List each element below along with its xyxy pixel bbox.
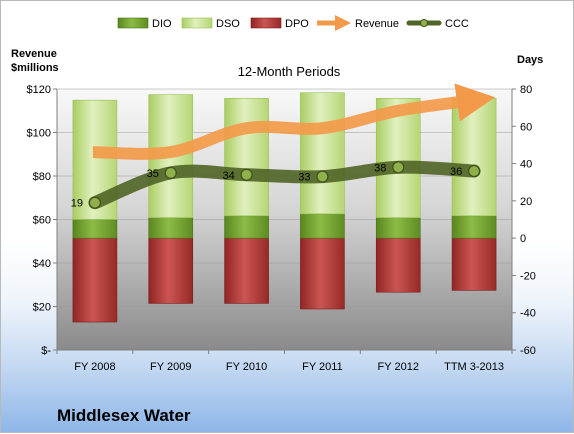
x-tick-label: FY 2011 [302,361,343,373]
bar-dpo [224,237,269,304]
right-axis: -60 -40 -20 0 20 40 60 80 [511,84,536,357]
bar-dio [300,213,345,239]
legend-item-dso: DSO [181,17,240,30]
legend-item-dpo: DPO [250,17,309,30]
left-tick-label: $60 [33,215,51,227]
ccc-point [392,161,405,174]
legend-label: DPO [285,18,309,30]
legend-swatch [250,17,282,29]
x-tick-label: FY 2008 [74,361,115,373]
bar-dio [72,219,118,239]
x-tick-label: FY 2009 [150,361,191,373]
revenue-line [92,83,496,160]
left-tick-label: $120 [27,84,51,96]
ccc-point [164,166,177,179]
lines-group [88,83,496,210]
ccc-point [467,164,481,178]
ccc-data-label: 19 [71,198,83,210]
right-tick-label: 80 [520,84,532,96]
ccc-point [240,168,253,181]
ccc-point [88,196,102,209]
left-tick-label: $40 [33,258,51,270]
legend-swatch [117,17,149,29]
bar-dpo [300,237,345,310]
company-name: Middlesex Water [57,406,191,425]
left-tick-label: $80 [33,171,51,183]
bar-dpo [375,237,421,293]
right-axis-title: Days [517,54,543,66]
bar-dso [300,92,345,215]
right-tick-label: -20 [520,270,536,282]
left-axis-title: Revenue $millions [11,48,60,74]
legend-label: Revenue [355,18,399,30]
x-tick-label: TTM 3-2013 [444,361,504,373]
legend-label: DSO [216,18,240,30]
x-tick-label: FY 2010 [226,361,267,373]
left-tick-label: $100 [27,128,51,140]
right-tick-label: 60 [520,121,532,133]
ccc-data-label: 35 [147,168,159,180]
ccc-data-label: 36 [450,166,462,178]
left-axis: $- $20 $40 $60 $80 $100 $120 [27,84,58,357]
bars-group [72,92,497,323]
legend-item-ccc: CCC [406,18,469,30]
left-tick-label: $20 [33,302,51,314]
bar-dpo [148,237,194,304]
legend-swatch [181,17,213,29]
ccc-data-label: 38 [374,162,386,174]
legend-label: DIO [152,18,172,30]
legend: DIO DSO DPO Revenue CCC [117,14,469,32]
bar-dio [451,215,497,239]
bar-dio [148,217,194,239]
bar-dio [224,215,269,239]
legend-label: CCC [445,18,469,30]
bar-dio [375,217,421,239]
bar-dpo [451,237,497,291]
x-tick-label: FY 2012 [378,361,419,373]
right-tick-label: -60 [520,345,536,357]
right-tick-label: -40 [520,308,536,320]
legend-marker [420,19,428,27]
legend-item-revenue: Revenue [317,14,399,32]
bar-dso [451,98,497,217]
right-tick-label: 40 [520,159,532,171]
chart-title: 12-Month Periods [238,64,341,79]
right-tick-label: 20 [520,196,532,208]
legend-item-dio: DIO [117,17,172,30]
ccc-point [316,170,329,183]
ccc-data-label: 34 [222,170,234,182]
x-axis: FY 2008 FY 2009 FY 2010 FY 2011 FY 2012 TTM 3… [56,349,513,373]
bar-dpo [72,237,118,323]
left-tick-label: $- [41,345,51,357]
ccc-data-label: 33 [298,172,310,184]
bar-dso [224,98,269,217]
right-tick-label: 0 [520,233,526,245]
ccc-labels-group: 19 35 34 33 38 36 [71,162,462,209]
